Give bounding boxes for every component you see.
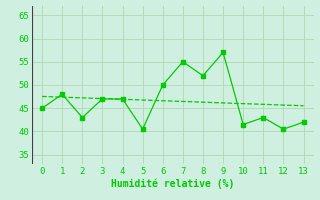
X-axis label: Humidité relative (%): Humidité relative (%) (111, 179, 235, 189)
